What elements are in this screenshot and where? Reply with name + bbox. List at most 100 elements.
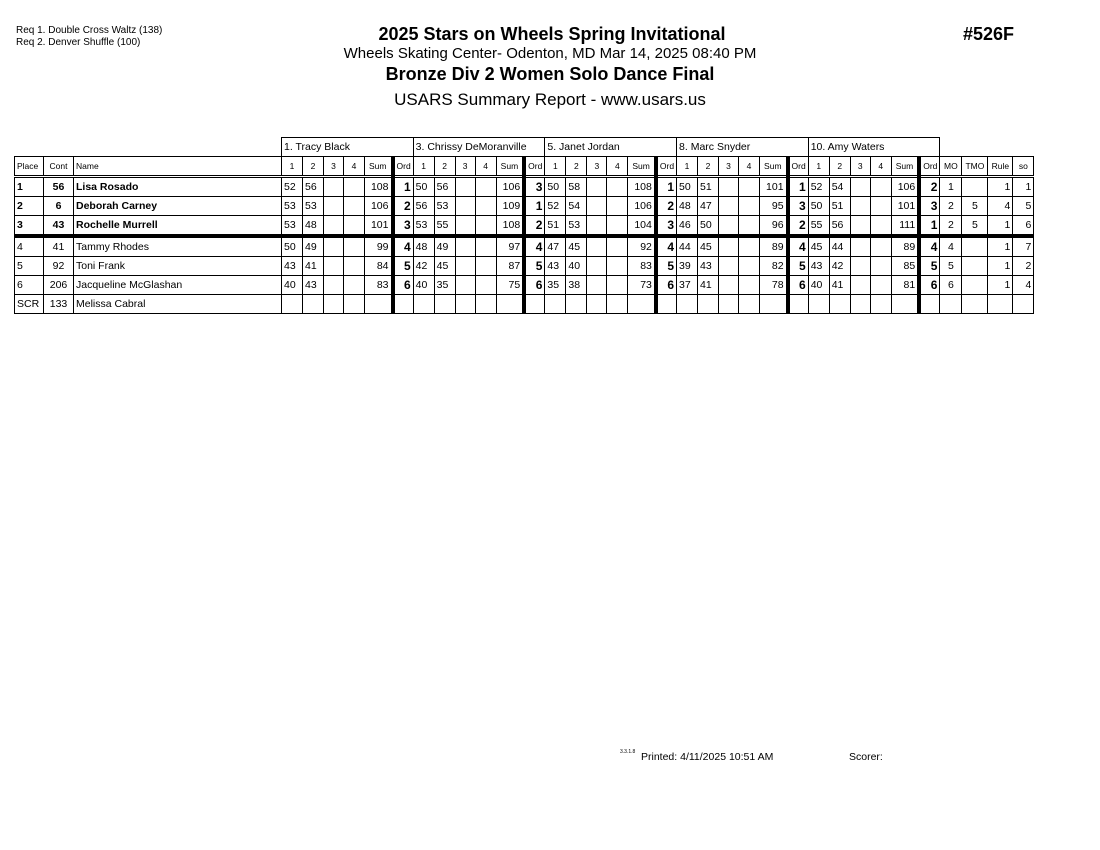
score-2: 47 (697, 196, 720, 216)
score-1: 56 (412, 196, 435, 216)
header-sum: Sum (627, 156, 657, 178)
ordinal: 1 (785, 176, 809, 197)
score-1: 40 (412, 275, 435, 295)
ordinal: 2 (390, 196, 414, 216)
score-2: 49 (302, 235, 324, 257)
ordinal: 5 (390, 256, 414, 276)
score-1: 46 (676, 215, 699, 238)
skater-name: Deborah Carney (73, 196, 282, 216)
score-2: 51 (697, 176, 720, 197)
score-2 (302, 294, 324, 314)
score-4 (343, 196, 365, 216)
mo: 4 (939, 235, 963, 257)
score-3 (849, 256, 871, 276)
rule: 1 (987, 215, 1014, 238)
score-4 (869, 176, 892, 197)
score-3 (718, 256, 740, 276)
score-3 (718, 235, 740, 257)
competition-title: 2025 Stars on Wheels Spring Invitational (378, 24, 726, 44)
header-j2: 2 (565, 156, 588, 178)
header-sum: Sum (759, 156, 789, 178)
judge-name: 8. Marc Snyder (676, 137, 809, 157)
contestant-number: 206 (43, 275, 74, 295)
event-title: Bronze Div 2 Women Solo Dance Final (385, 64, 715, 84)
score-4 (738, 235, 761, 257)
header-j2: 2 (433, 156, 456, 178)
score-3 (849, 294, 871, 314)
score-1: 52 (281, 176, 303, 197)
header-j3: 3 (718, 156, 740, 178)
printed-date: Printed: 4/11/2025 10:51 AM (641, 751, 774, 763)
header-j3: 3 (454, 156, 476, 178)
score-1: 50 (281, 235, 303, 257)
score-4 (343, 176, 365, 197)
header-so: so (1012, 156, 1035, 178)
so: 5 (1012, 196, 1035, 216)
score-4 (738, 275, 761, 295)
score-2: 45 (433, 256, 456, 276)
score-3 (586, 294, 608, 314)
score-2: 40 (565, 256, 588, 276)
score-3 (718, 294, 740, 314)
score-2: 41 (302, 256, 324, 276)
score-sum: 97 (495, 235, 525, 257)
score-sum: 81 (890, 275, 920, 295)
score-sum: 111 (890, 215, 920, 238)
score-2: 41 (697, 275, 720, 295)
ordinal: 4 (522, 235, 546, 257)
score-1: 52 (544, 196, 567, 216)
contestant-number: 43 (43, 215, 74, 238)
header-j1: 1 (807, 156, 830, 178)
ordinal: 6 (785, 275, 809, 295)
score-sum (890, 294, 920, 314)
score-1: 50 (412, 176, 435, 197)
ordinal: 6 (653, 275, 678, 295)
header-ord: Ord (522, 156, 546, 178)
score-3 (454, 176, 476, 197)
score-2: 54 (565, 196, 588, 216)
rule: 1 (987, 256, 1014, 276)
ordinal: 2 (785, 215, 809, 238)
place: 5 (14, 256, 44, 276)
mo: 2 (939, 196, 963, 216)
ordinal: 3 (390, 215, 414, 238)
contestant-number: 92 (43, 256, 74, 276)
score-1: 40 (281, 275, 303, 295)
score-3 (718, 275, 740, 295)
score-sum: 108 (627, 176, 657, 197)
score-4 (606, 235, 629, 257)
table-row: 3 43 Rochelle Murrell 53 48 101 3 53 55 108 2 51 53 1… (14, 215, 1035, 238)
score-4 (474, 294, 497, 314)
score-3 (454, 275, 476, 295)
header-ord: Ord (917, 156, 941, 178)
ordinal (785, 294, 809, 314)
score-2: 55 (433, 215, 456, 238)
score-4 (606, 294, 629, 314)
header-ord: Ord (785, 156, 809, 178)
header-rule: Rule (987, 156, 1014, 178)
score-sum: 96 (759, 215, 789, 238)
tmo: 5 (961, 196, 989, 216)
score-sum: 73 (627, 275, 657, 295)
header-j4: 4 (869, 156, 892, 178)
score-sum: 108 (495, 215, 525, 238)
score-2: 44 (828, 235, 851, 257)
score-4 (606, 176, 629, 197)
score-2: 50 (697, 215, 720, 238)
score-4 (343, 294, 365, 314)
contestant-number: 41 (43, 235, 74, 257)
ordinal: 3 (785, 196, 809, 216)
score-4 (343, 215, 365, 238)
so (1012, 294, 1035, 314)
table-row: SCR 133 Melissa Cabral (14, 294, 1035, 314)
contestant-number: 6 (43, 196, 74, 216)
judge-name: 3. Chrissy DeMoranville (412, 137, 546, 157)
score-4 (869, 294, 892, 314)
so: 2 (1012, 256, 1035, 276)
score-sum: 101 (364, 215, 393, 238)
score-3 (454, 294, 476, 314)
score-3 (718, 176, 740, 197)
score-sum: 75 (495, 275, 525, 295)
header-tmo: TMO (961, 156, 989, 178)
score-2: 54 (828, 176, 851, 197)
